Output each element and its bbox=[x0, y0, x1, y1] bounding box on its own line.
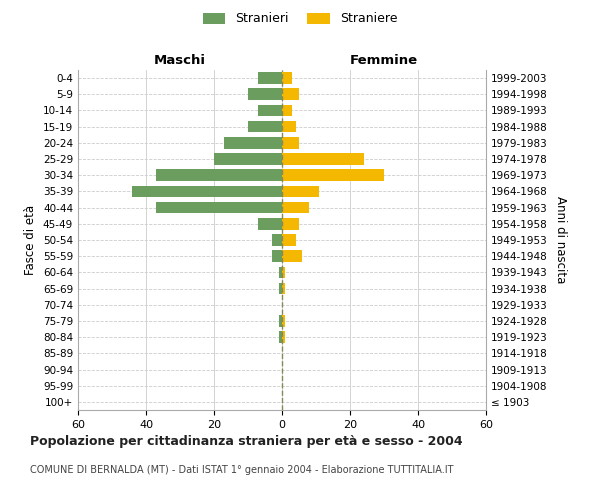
Bar bbox=[282, 202, 309, 213]
Bar bbox=[278, 266, 282, 278]
Bar bbox=[282, 153, 364, 165]
Text: Popolazione per cittadinanza straniera per età e sesso - 2004: Popolazione per cittadinanza straniera p… bbox=[30, 435, 463, 448]
Bar bbox=[278, 315, 282, 327]
Bar bbox=[282, 88, 299, 100]
Bar bbox=[282, 137, 299, 148]
Bar bbox=[282, 104, 292, 117]
Bar bbox=[282, 266, 286, 278]
Bar bbox=[282, 72, 292, 84]
Bar bbox=[133, 186, 282, 198]
Bar bbox=[278, 282, 282, 294]
Bar bbox=[282, 315, 286, 327]
Bar bbox=[156, 202, 282, 213]
Bar bbox=[282, 234, 296, 246]
Y-axis label: Fasce di età: Fasce di età bbox=[25, 205, 37, 275]
Bar bbox=[214, 153, 282, 165]
Bar bbox=[248, 88, 282, 100]
Bar bbox=[156, 170, 282, 181]
Text: Maschi: Maschi bbox=[154, 54, 206, 68]
Bar bbox=[258, 104, 282, 117]
Bar bbox=[282, 186, 319, 198]
Bar bbox=[282, 332, 286, 343]
Bar bbox=[278, 332, 282, 343]
Bar bbox=[282, 218, 299, 230]
Legend: Stranieri, Straniere: Stranieri, Straniere bbox=[196, 6, 404, 32]
Bar bbox=[282, 282, 286, 294]
Text: Femmine: Femmine bbox=[350, 54, 418, 68]
Bar bbox=[272, 250, 282, 262]
Bar bbox=[282, 121, 296, 132]
Text: COMUNE DI BERNALDA (MT) - Dati ISTAT 1° gennaio 2004 - Elaborazione TUTTITALIA.I: COMUNE DI BERNALDA (MT) - Dati ISTAT 1° … bbox=[30, 465, 454, 475]
Bar bbox=[258, 72, 282, 84]
Bar bbox=[248, 121, 282, 132]
Bar bbox=[224, 137, 282, 148]
Bar bbox=[282, 170, 384, 181]
Bar bbox=[282, 250, 302, 262]
Y-axis label: Anni di nascita: Anni di nascita bbox=[554, 196, 567, 284]
Bar bbox=[258, 218, 282, 230]
Bar bbox=[272, 234, 282, 246]
